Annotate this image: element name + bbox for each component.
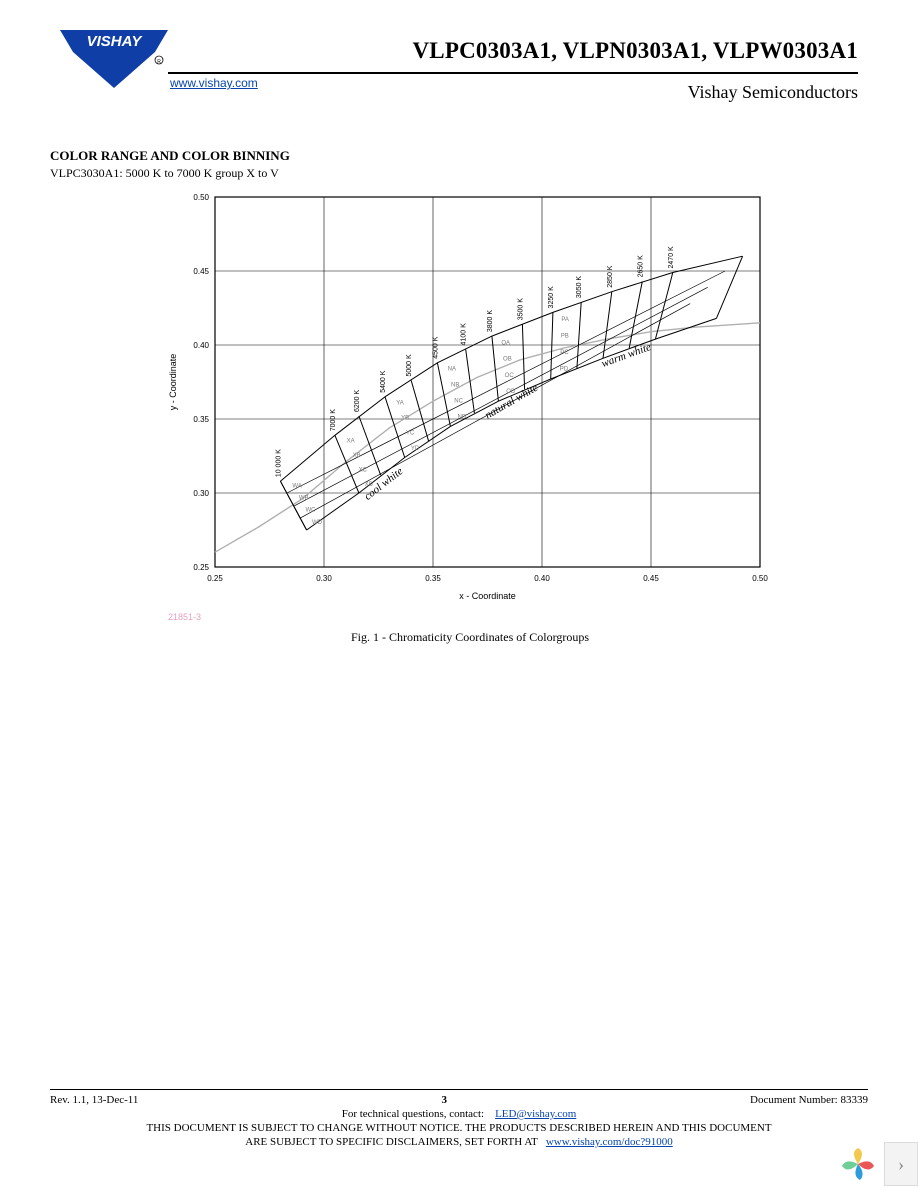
page-footer: Rev. 1.1, 13-Dec-11 3 Document Number: 8… (50, 1089, 868, 1148)
legal-line-1: THIS DOCUMENT IS SUBJECT TO CHANGE WITHO… (50, 1122, 868, 1134)
svg-text:x - Coordinate: x - Coordinate (459, 591, 516, 601)
section-title: COLOR RANGE AND COLOR BINNING (50, 148, 868, 164)
svg-text:WC: WC (305, 508, 316, 514)
svg-text:0.35: 0.35 (425, 574, 441, 583)
svg-text:WA: WA (292, 483, 301, 489)
svg-text:y - Coordinate: y - Coordinate (168, 354, 178, 411)
disclaimer-link[interactable]: www.vishay.com/doc?91000 (546, 1136, 673, 1148)
svg-text:OA: OA (501, 340, 510, 346)
svg-text:2470 K: 2470 K (668, 246, 675, 269)
chevron-right-icon: › (898, 1154, 904, 1175)
svg-text:WB: WB (299, 495, 309, 501)
svg-text:XB: XB (353, 453, 361, 459)
svg-text:4500 K: 4500 K (432, 336, 439, 359)
svg-text:XC: XC (359, 467, 368, 473)
svg-text:YD: YD (411, 446, 420, 452)
svg-text:0.30: 0.30 (193, 489, 209, 498)
svg-text:NB: NB (451, 383, 459, 389)
svg-text:XD: XD (365, 482, 374, 488)
figure-id: 21851-3 (168, 612, 780, 622)
vishay-logo: VISHAY R (60, 30, 168, 88)
svg-text:XA: XA (347, 438, 355, 444)
svg-text:PA: PA (561, 317, 569, 323)
nav-next-button[interactable]: › (884, 1142, 918, 1186)
svg-text:YB: YB (401, 416, 409, 422)
svg-text:NC: NC (454, 399, 463, 405)
svg-text:3800 K: 3800 K (487, 310, 494, 333)
svg-text:YC: YC (406, 431, 415, 437)
svg-text:ND: ND (458, 414, 467, 420)
svg-text:2650 K: 2650 K (637, 255, 644, 278)
svg-text:2850 K: 2850 K (607, 265, 614, 288)
svg-text:R: R (157, 59, 161, 65)
svg-text:OC: OC (505, 373, 515, 379)
flower-icon (840, 1146, 876, 1182)
contact-email-link[interactable]: LED@vishay.com (495, 1108, 576, 1120)
svg-text:NA: NA (448, 367, 456, 373)
svg-text:0.45: 0.45 (643, 574, 659, 583)
svg-text:0.40: 0.40 (193, 341, 209, 350)
revision: Rev. 1.1, 13-Dec-11 (50, 1094, 138, 1106)
svg-text:0.35: 0.35 (193, 415, 209, 424)
svg-text:0.25: 0.25 (207, 574, 223, 583)
svg-text:0.50: 0.50 (752, 574, 768, 583)
header-rule (168, 72, 858, 74)
svg-text:5000 K: 5000 K (406, 354, 413, 377)
chromaticity-figure: 0.25 0.25 0.30 0.30 0.35 0.35 0.40 0.40 0.45 0.45… (160, 187, 780, 645)
section-subtitle: VLPC3030A1: 5000 K to 7000 K group X to … (50, 166, 868, 181)
contact-label: For technical questions, contact: (342, 1108, 484, 1120)
svg-text:6200 K: 6200 K (354, 390, 361, 413)
svg-text:10 000 K: 10 000 K (275, 449, 282, 477)
svg-text:OD: OD (506, 389, 516, 395)
svg-text:PD: PD (560, 367, 569, 373)
document-number: Document Number: 83339 (750, 1094, 868, 1106)
svg-text:PC: PC (560, 350, 569, 356)
company-name: Vishay Semiconductors (688, 82, 858, 103)
svg-text:0.40: 0.40 (534, 574, 550, 583)
svg-text:5400 K: 5400 K (380, 370, 387, 393)
page-number: 3 (441, 1094, 447, 1106)
svg-text:OB: OB (503, 357, 512, 363)
part-numbers: VLPC0303A1, VLPN0303A1, VLPW0303A1 (412, 38, 858, 64)
svg-text:0.25: 0.25 (193, 563, 209, 572)
svg-text:3250 K: 3250 K (548, 286, 555, 309)
svg-text:0.45: 0.45 (193, 267, 209, 276)
page-header: VISHAY R VLPC0303A1, VLPN0303A1, VLPW030… (50, 30, 868, 120)
site-link[interactable]: www.vishay.com (170, 76, 258, 90)
svg-text:WD: WD (312, 520, 323, 526)
svg-text:PB: PB (561, 333, 569, 339)
svg-text:3500 K: 3500 K (517, 298, 524, 321)
svg-text:7000 K: 7000 K (330, 409, 337, 432)
legal-line-2a: ARE SUBJECT TO SPECIFIC DISCLAIMERS, SET… (245, 1136, 537, 1148)
logo-text: VISHAY (87, 33, 144, 50)
svg-text:YA: YA (396, 400, 404, 406)
svg-text:4100 K: 4100 K (461, 323, 468, 346)
svg-text:0.30: 0.30 (316, 574, 332, 583)
svg-text:3050 K: 3050 K (576, 276, 583, 299)
figure-caption: Fig. 1 - Chromaticity Coordinates of Col… (160, 630, 780, 645)
svg-text:0.50: 0.50 (193, 193, 209, 202)
nav-widget: › (840, 1142, 918, 1186)
